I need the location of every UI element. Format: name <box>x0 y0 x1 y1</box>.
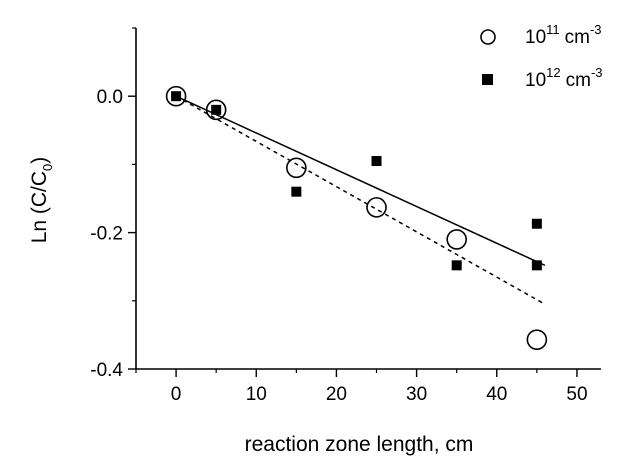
legend-series-2-exp: 12 <box>546 65 560 80</box>
legend-series-1-unit: cm <box>565 27 590 48</box>
y-axis-title-main: Ln (C/C <box>28 171 51 243</box>
legend-label-series-2: 1012 cm-3 <box>525 65 603 91</box>
x-tick-label: 30 <box>406 384 427 405</box>
point-series-2 <box>451 260 462 271</box>
y-tick-label: -0.4 <box>90 360 123 381</box>
axes: 0 10 20 30 40 50 0.0 -0.2 -0.4 <box>90 27 601 405</box>
point-series-1 <box>205 99 227 121</box>
point-series-2 <box>291 186 302 197</box>
y-axis-title-suffix: ) <box>28 157 51 164</box>
point-series-1 <box>526 329 548 350</box>
data-points <box>165 85 548 350</box>
x-tick-label: 20 <box>326 384 347 405</box>
point-series-2 <box>371 155 382 166</box>
y-axis-title: Ln (C/C0) <box>28 157 55 244</box>
point-series-2 <box>211 104 222 115</box>
legend-series-2-base: 10 <box>525 70 546 91</box>
legend-series-2-unit-exp: -3 <box>591 65 603 80</box>
y-tick-label: 0.0 <box>97 87 123 108</box>
point-series-2 <box>531 260 542 271</box>
point-series-2 <box>171 91 182 102</box>
legend-series-1-unit-exp: -3 <box>590 22 602 37</box>
point-series-1 <box>366 197 387 218</box>
legend-series-1-base: 10 <box>525 27 546 48</box>
point-series-1 <box>286 157 307 179</box>
x-tick-label: 40 <box>486 384 507 405</box>
y-tick-label: -0.2 <box>90 224 123 245</box>
fit-lines <box>175 95 546 305</box>
point-series-1 <box>446 229 467 250</box>
point-series-1 <box>165 85 187 107</box>
legend-marker-series-2 <box>482 74 493 85</box>
legend-marker-series-1 <box>480 29 496 45</box>
y-axis-title-subscript: 0 <box>40 164 55 171</box>
fit-line-series-2 <box>175 95 546 305</box>
legend-series-2-unit: cm <box>566 70 591 91</box>
x-tick-label: 0 <box>171 384 182 405</box>
legend-label-series-1: 1011 cm-3 <box>525 22 602 48</box>
legend-series-1-exp: 11 <box>546 22 560 37</box>
point-series-2 <box>531 218 542 229</box>
x-tick-label: 10 <box>246 384 267 405</box>
legend: 1011 cm-3 1012 cm-3 <box>480 22 603 91</box>
x-tick-label: 50 <box>566 384 587 405</box>
fit-line-series-1 <box>175 95 546 267</box>
x-axis-title: reaction zone length, cm <box>245 433 474 456</box>
